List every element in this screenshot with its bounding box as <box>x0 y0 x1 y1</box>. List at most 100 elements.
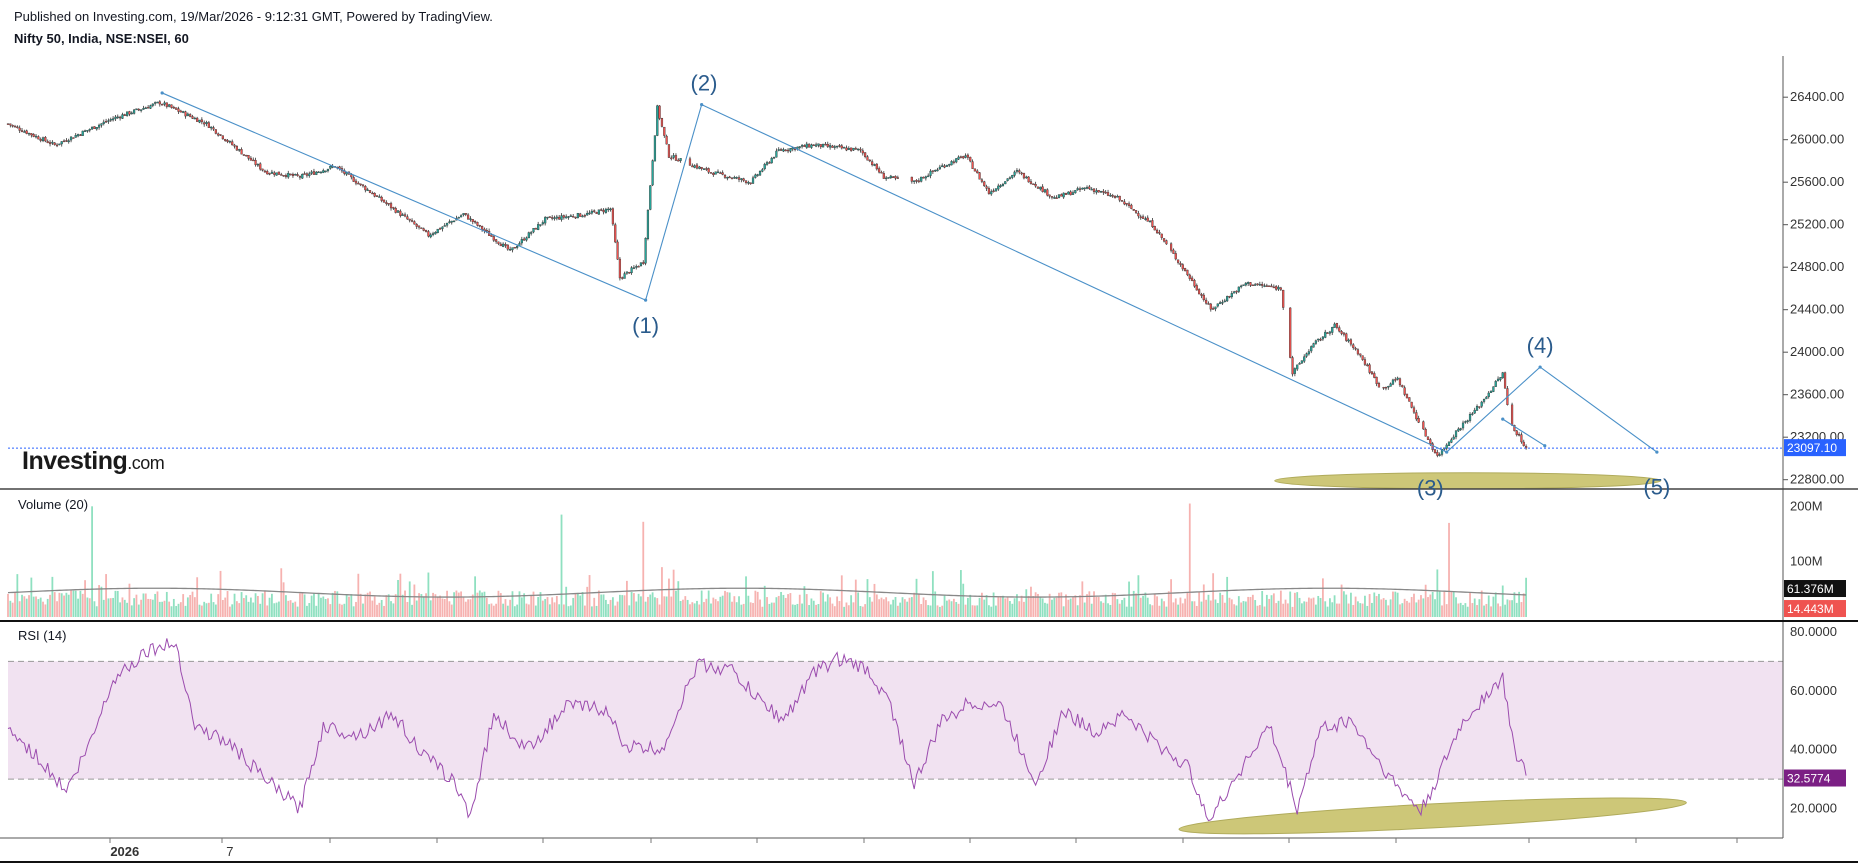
volume-bar <box>9 600 12 617</box>
candle <box>30 133 33 136</box>
volume-bar <box>1060 592 1063 617</box>
candle <box>782 149 785 152</box>
volume-bar <box>404 590 406 617</box>
candle <box>490 234 493 237</box>
candle <box>959 156 962 158</box>
candle <box>614 224 617 243</box>
candle <box>698 166 701 169</box>
volume-bar <box>523 593 526 617</box>
candle <box>170 104 173 108</box>
candle <box>495 239 498 242</box>
candle <box>1513 424 1516 432</box>
candle <box>474 221 477 223</box>
candle <box>1240 285 1243 288</box>
volume-bar <box>1366 605 1369 617</box>
volume-bar <box>735 602 738 617</box>
wave-label: (1) <box>632 313 659 338</box>
candle <box>1141 216 1145 219</box>
candle <box>1081 187 1084 190</box>
candle <box>196 117 199 122</box>
candle <box>1370 371 1374 374</box>
volume-bar <box>843 606 846 617</box>
trendline-node <box>160 91 164 95</box>
volume-bar <box>42 601 44 617</box>
candle <box>576 213 579 219</box>
candle <box>88 129 91 131</box>
volume-bar <box>850 595 853 617</box>
candle <box>184 111 187 117</box>
candle <box>597 209 600 215</box>
volume-bar <box>565 586 568 617</box>
volume-bar <box>1354 596 1357 617</box>
candle <box>240 149 243 155</box>
volume-bar <box>198 604 201 617</box>
volume-bar <box>320 597 322 617</box>
candle <box>1006 178 1009 181</box>
time-axis-label: 2026 <box>110 844 139 859</box>
volume-bar <box>768 603 771 617</box>
candle <box>1207 303 1210 305</box>
volume-bar <box>1387 605 1390 617</box>
candle <box>1050 196 1054 198</box>
volume-bar <box>1329 598 1331 617</box>
candle <box>920 176 923 182</box>
volume-bar <box>761 606 764 617</box>
volume-bar <box>574 593 577 617</box>
volume-bar <box>703 602 705 617</box>
candle <box>672 155 675 158</box>
volume-bar <box>1438 590 1441 617</box>
volume-bar <box>177 603 180 617</box>
volume-bar <box>981 592 983 617</box>
candle <box>1431 443 1434 450</box>
candle <box>653 135 657 162</box>
volume-bar <box>53 592 56 617</box>
candle <box>871 161 874 166</box>
volume-bar <box>1469 592 1471 617</box>
volume-bar <box>210 593 213 617</box>
candle <box>1298 363 1301 365</box>
volume-bar <box>77 598 79 617</box>
candle <box>1433 449 1437 454</box>
volume-bar <box>943 594 946 617</box>
volume-bar <box>1209 600 1212 617</box>
candle <box>1426 436 1430 440</box>
candle <box>1200 294 1203 296</box>
candle <box>1209 303 1212 310</box>
candle <box>469 218 472 220</box>
volume-bar <box>439 595 441 617</box>
candle <box>733 177 736 179</box>
candle <box>266 171 269 175</box>
logo-suffix: .com <box>127 453 165 473</box>
candle <box>1394 379 1397 381</box>
candle <box>880 171 883 174</box>
candle <box>1354 347 1357 350</box>
candle <box>859 148 862 151</box>
candle <box>296 174 299 176</box>
volume-bar <box>1079 595 1081 617</box>
candle <box>1340 331 1343 334</box>
volume-bar <box>467 599 469 617</box>
volume-bar <box>1293 592 1296 617</box>
candle <box>845 147 848 151</box>
volume-bar <box>345 594 348 617</box>
volume-bar <box>733 596 736 617</box>
volume-bar <box>1487 595 1490 617</box>
volume-bar <box>1153 593 1156 617</box>
volume-bar <box>782 594 785 617</box>
volume-bar <box>261 593 264 617</box>
volume-bar <box>51 576 54 617</box>
candle <box>1447 441 1451 446</box>
volume-bar <box>1326 606 1329 617</box>
candle <box>677 159 680 162</box>
volume-bar <box>719 596 722 617</box>
candle <box>497 241 500 244</box>
candle <box>18 127 21 131</box>
candle <box>107 120 110 122</box>
volume-bar <box>534 605 537 617</box>
volume-bar <box>238 603 241 617</box>
candle <box>261 168 264 171</box>
volume-bar <box>553 602 556 617</box>
candle <box>824 143 827 146</box>
candle <box>67 140 70 143</box>
